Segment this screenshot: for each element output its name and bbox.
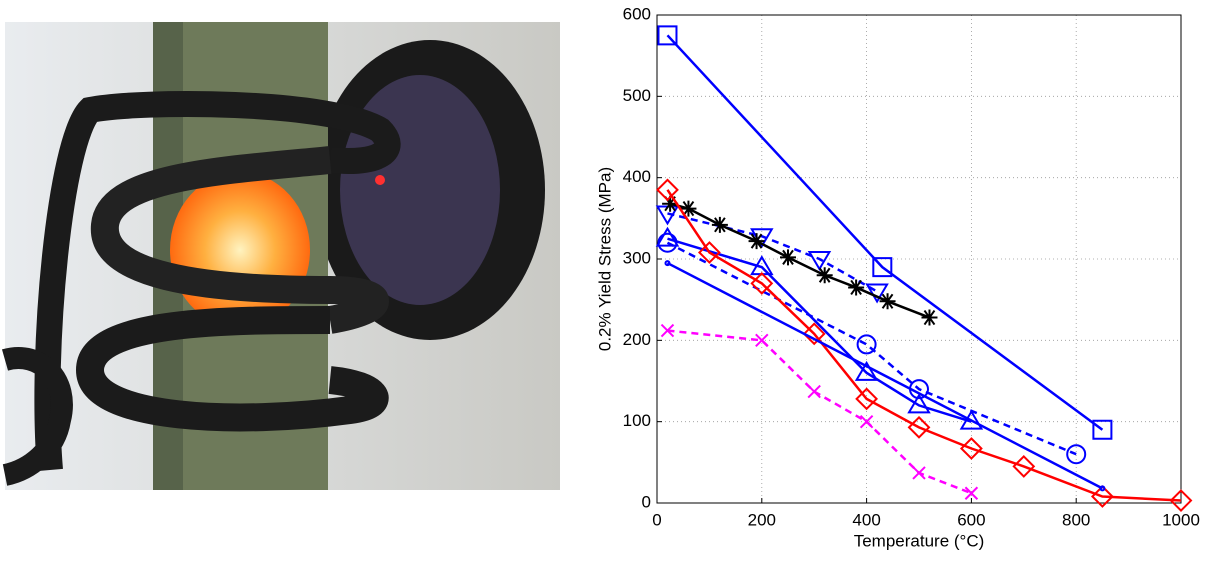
marker [660,323,675,338]
marker [816,267,833,284]
marker [907,393,931,414]
marker [750,271,774,295]
marker [697,241,721,264]
x-tick-label: 0 [652,510,661,529]
y-tick-label: 500 [623,86,651,105]
marker [656,178,679,202]
series-line [667,329,972,495]
marker [848,279,865,296]
marker [872,257,893,278]
x-tick-label: 1000 [1162,510,1200,529]
marker [855,387,879,411]
marker [657,25,678,46]
marker [1012,454,1036,478]
marker [964,486,979,500]
x-tick-label: 800 [1062,510,1090,529]
y-tick-label: 600 [623,4,651,23]
y-axis-label: 0.2% Yield Stress (MPa) [595,167,614,351]
marker [865,283,889,304]
marker [1090,485,1114,508]
marker [748,233,765,250]
marker [755,333,769,348]
series-line [667,237,972,423]
marker [856,334,877,355]
series-line [666,261,1103,490]
marker [959,409,984,430]
x-tick-label: 400 [852,510,880,529]
marker [1169,489,1193,512]
marker [662,195,679,212]
marker [907,415,931,439]
y-tick-label: 0 [642,492,651,511]
y-tick-label: 400 [623,167,651,186]
marker [1092,419,1113,440]
marker [802,322,826,346]
x-tick-label: 600 [957,510,985,529]
marker [664,260,671,267]
x-axis-label: Temperature (°C) [854,531,985,550]
marker [959,437,983,460]
plot-frame [656,14,1182,504]
marker [1099,485,1106,492]
marker [1066,444,1087,465]
marker [780,249,796,266]
marker [655,226,680,247]
marker [807,251,832,271]
marker [879,293,896,310]
marker [859,414,874,429]
marker [912,466,926,480]
marker [854,360,879,381]
series-line [666,189,1182,502]
series-line [666,241,1077,456]
marker [680,200,697,217]
y-tick-label: 200 [623,330,651,349]
marker [807,384,821,399]
marker [711,216,728,233]
y-tick-label: 300 [623,248,651,267]
y-tick-label: 100 [623,411,651,430]
marker [921,309,938,326]
photo [1,22,560,490]
series-line [666,34,1104,431]
x-tick-label: 200 [748,510,776,529]
